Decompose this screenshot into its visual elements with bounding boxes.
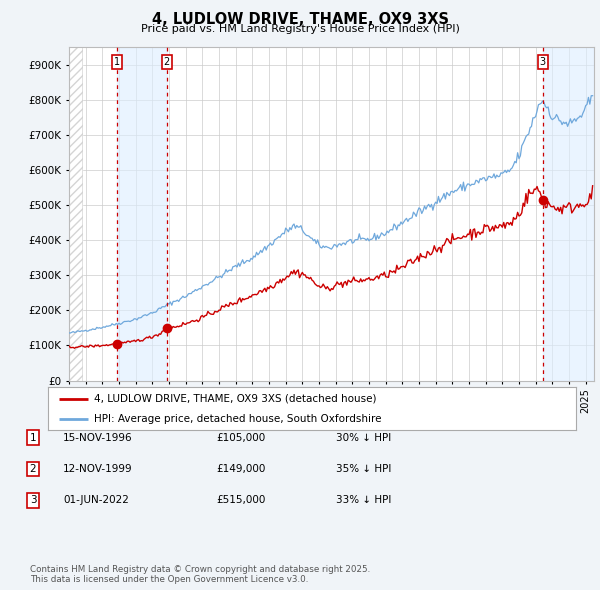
Text: 30% ↓ HPI: 30% ↓ HPI xyxy=(336,433,391,442)
Text: 3: 3 xyxy=(539,57,546,67)
Text: 33% ↓ HPI: 33% ↓ HPI xyxy=(336,496,391,505)
Text: HPI: Average price, detached house, South Oxfordshire: HPI: Average price, detached house, Sout… xyxy=(94,414,382,424)
Bar xyxy=(117,47,167,381)
Bar xyxy=(69,47,82,381)
Text: 3: 3 xyxy=(29,496,37,505)
Text: 1: 1 xyxy=(29,433,37,442)
Text: £515,000: £515,000 xyxy=(216,496,265,505)
Text: 4, LUDLOW DRIVE, THAME, OX9 3XS: 4, LUDLOW DRIVE, THAME, OX9 3XS xyxy=(151,12,449,27)
Bar xyxy=(69,47,82,381)
Text: 2: 2 xyxy=(164,57,170,67)
Text: 01-JUN-2022: 01-JUN-2022 xyxy=(63,496,129,505)
Text: 12-NOV-1999: 12-NOV-1999 xyxy=(63,464,133,474)
Text: 1: 1 xyxy=(114,57,120,67)
Text: 35% ↓ HPI: 35% ↓ HPI xyxy=(336,464,391,474)
Text: Price paid vs. HM Land Registry's House Price Index (HPI): Price paid vs. HM Land Registry's House … xyxy=(140,24,460,34)
Bar xyxy=(542,47,594,381)
Text: £149,000: £149,000 xyxy=(216,464,265,474)
Text: 15-NOV-1996: 15-NOV-1996 xyxy=(63,433,133,442)
Text: 2: 2 xyxy=(29,464,37,474)
Text: Contains HM Land Registry data © Crown copyright and database right 2025.
This d: Contains HM Land Registry data © Crown c… xyxy=(30,565,370,584)
Text: 4, LUDLOW DRIVE, THAME, OX9 3XS (detached house): 4, LUDLOW DRIVE, THAME, OX9 3XS (detache… xyxy=(94,394,377,404)
Text: £105,000: £105,000 xyxy=(216,433,265,442)
